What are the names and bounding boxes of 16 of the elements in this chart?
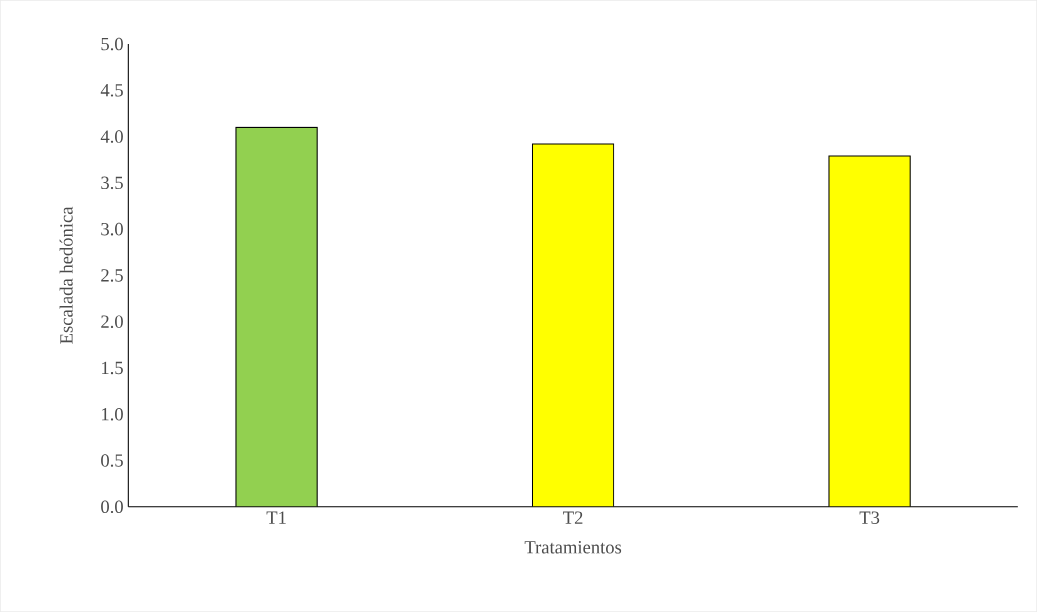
y-tick-label: 4.5	[100, 84, 123, 97]
y-axis-title: Escalada hedónica	[59, 206, 73, 344]
y-tick-label: 3.5	[101, 176, 123, 190]
x-tick-label: T3	[859, 511, 880, 524]
x-tick-label: T2	[563, 511, 583, 524]
y-tick-label: 4.0	[100, 130, 123, 143]
y-tick-label: 2.5	[101, 269, 123, 282]
y-tick-label: 0.0	[101, 500, 123, 514]
y-tick-label: 2.0	[101, 315, 123, 328]
y-tick-label: 1.0	[102, 407, 123, 421]
y-tick-label: 3.0	[101, 222, 123, 236]
x-axis-title: Tratamientos	[524, 541, 622, 554]
y-tick-label: 0.5	[101, 454, 123, 467]
y-tick-label: 5.0	[101, 37, 123, 51]
y-tick-label: 1.5	[102, 361, 123, 375]
x-tick-label: T1	[266, 511, 286, 524]
